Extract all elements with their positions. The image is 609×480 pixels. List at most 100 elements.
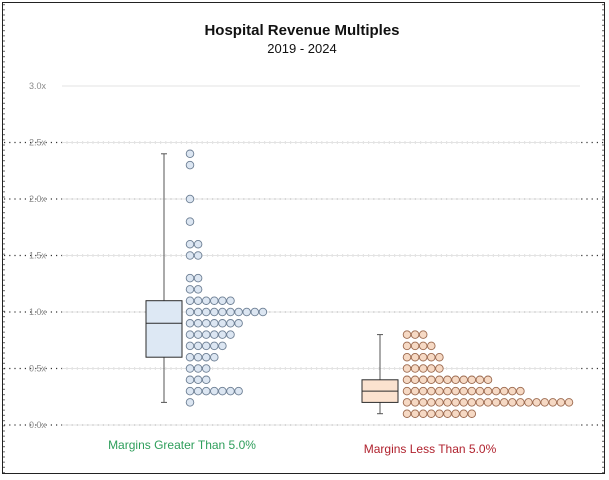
data-point	[193, 330, 203, 339]
data-point	[242, 307, 251, 317]
data-point	[218, 296, 227, 305]
data-point	[548, 398, 558, 407]
data-point	[185, 364, 195, 373]
data-point	[508, 398, 517, 407]
data-point	[402, 364, 412, 373]
data-point	[435, 409, 444, 418]
data-point	[193, 319, 203, 328]
data-point	[410, 352, 420, 362]
chart-subtitle: 2019 - 2024	[267, 41, 336, 56]
data-point	[418, 330, 428, 339]
data-point	[193, 364, 203, 373]
data-point	[210, 341, 219, 351]
data-point	[193, 307, 203, 317]
data-point	[226, 319, 235, 328]
category-label: Margins Less Than 5.0%	[364, 442, 497, 456]
data-point	[418, 409, 428, 418]
data-point	[516, 386, 525, 396]
data-point	[435, 386, 444, 396]
data-point	[210, 307, 219, 317]
data-point	[201, 307, 211, 317]
gridlines	[62, 85, 580, 426]
data-point	[427, 386, 436, 396]
data-point	[234, 386, 243, 396]
data-point	[418, 375, 428, 385]
y-tick-label: 1.0x	[29, 307, 47, 317]
data-point	[193, 352, 203, 362]
data-point	[564, 398, 574, 407]
data-point	[451, 398, 460, 407]
data-point	[185, 217, 195, 226]
data-point	[201, 296, 211, 305]
data-point	[467, 409, 477, 418]
data-point	[218, 319, 227, 328]
data-point	[475, 386, 485, 396]
data-point	[418, 398, 428, 407]
data-point	[185, 398, 195, 407]
data-point	[258, 307, 268, 317]
data-point	[459, 398, 468, 407]
data-point	[201, 364, 211, 373]
data-point	[185, 307, 195, 317]
y-tick-label: 2.0x	[29, 194, 47, 204]
data-point	[459, 386, 468, 396]
data-point	[483, 398, 493, 407]
data-point	[402, 330, 412, 339]
y-tick-label: 0.5x	[29, 364, 47, 374]
data-point	[483, 386, 493, 396]
data-point	[467, 398, 477, 407]
y-tick-label: 3.0x	[29, 81, 47, 91]
data-point	[427, 409, 436, 418]
data-point	[185, 194, 195, 204]
data-point	[193, 285, 203, 294]
data-point	[234, 319, 243, 328]
data-point	[210, 330, 219, 339]
data-point	[427, 364, 436, 373]
data-point	[201, 319, 211, 328]
data-point	[427, 341, 436, 351]
data-point	[427, 375, 436, 385]
data-point	[234, 307, 243, 317]
data-point	[201, 386, 211, 396]
data-point	[193, 296, 203, 305]
data-point	[532, 398, 541, 407]
data-point	[467, 375, 477, 385]
data-point	[418, 341, 428, 351]
data-point	[185, 319, 195, 328]
box-group: Margins Greater Than 5.0%	[108, 149, 268, 452]
data-point	[491, 398, 501, 407]
data-point	[483, 375, 493, 385]
data-point	[410, 398, 420, 407]
data-point	[516, 398, 525, 407]
data-point	[226, 296, 235, 305]
data-point	[459, 375, 468, 385]
data-point	[524, 398, 533, 407]
data-point	[427, 352, 436, 362]
data-point	[210, 319, 219, 328]
data-point	[475, 375, 485, 385]
data-point	[210, 386, 219, 396]
data-point	[185, 386, 195, 396]
data-point	[402, 341, 412, 351]
data-point	[410, 330, 420, 339]
data-point	[201, 352, 211, 362]
data-point	[218, 307, 227, 317]
data-point	[193, 251, 203, 260]
data-point	[185, 352, 195, 362]
data-point	[250, 307, 260, 317]
data-point	[185, 251, 195, 260]
data-point	[443, 398, 452, 407]
data-point	[402, 375, 412, 385]
data-point	[185, 375, 195, 385]
category-label: Margins Greater Than 5.0%	[108, 438, 256, 452]
box-group: Margins Less Than 5.0%	[361, 330, 574, 456]
data-point	[201, 341, 211, 351]
data-point	[410, 364, 420, 373]
data-point	[402, 398, 412, 407]
data-point	[556, 398, 566, 407]
data-point	[210, 352, 219, 362]
data-point	[218, 341, 227, 351]
y-tick-label: 2.5x	[29, 138, 47, 148]
data-point	[443, 409, 452, 418]
